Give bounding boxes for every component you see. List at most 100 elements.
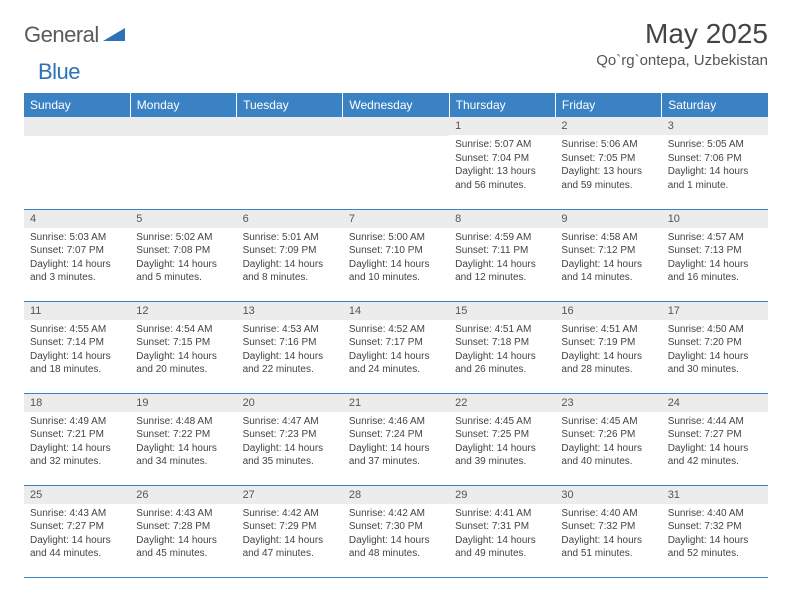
day-number: 8: [449, 210, 555, 228]
logo-text-blue: Blue: [38, 59, 80, 84]
sunrise-text: Sunrise: 4:49 AM: [30, 415, 124, 429]
sunset-text: Sunset: 7:21 PM: [30, 428, 124, 442]
day-number: 27: [237, 486, 343, 504]
sunrise-text: Sunrise: 4:42 AM: [243, 507, 337, 521]
calendar-cell: 28Sunrise: 4:42 AMSunset: 7:30 PMDayligh…: [343, 485, 449, 577]
sunset-text: Sunset: 7:04 PM: [455, 152, 549, 166]
calendar-cell: 18Sunrise: 4:49 AMSunset: 7:21 PMDayligh…: [24, 393, 130, 485]
day-number: 10: [662, 210, 768, 228]
sunset-text: Sunset: 7:19 PM: [561, 336, 655, 350]
daylight-text: Daylight: 14 hours and 39 minutes.: [455, 442, 549, 469]
day-details: Sunrise: 4:58 AMSunset: 7:12 PMDaylight:…: [555, 228, 661, 289]
weekday-header: Wednesday: [343, 93, 449, 117]
calendar-cell: 12Sunrise: 4:54 AMSunset: 7:15 PMDayligh…: [130, 301, 236, 393]
weekday-header: Friday: [555, 93, 661, 117]
calendar-cell: 14Sunrise: 4:52 AMSunset: 7:17 PMDayligh…: [343, 301, 449, 393]
sunset-text: Sunset: 7:12 PM: [561, 244, 655, 258]
day-details: Sunrise: 4:51 AMSunset: 7:19 PMDaylight:…: [555, 320, 661, 381]
sunset-text: Sunset: 7:11 PM: [455, 244, 549, 258]
calendar-cell: 23Sunrise: 4:45 AMSunset: 7:26 PMDayligh…: [555, 393, 661, 485]
sunset-text: Sunset: 7:05 PM: [561, 152, 655, 166]
calendar-body: 1 Sunrise: 5:07 AMSunset: 7:04 PM Daylight…: [24, 117, 768, 577]
daylight-text: Daylight: 14 hours and 34 minutes.: [136, 442, 230, 469]
calendar-cell: 9Sunrise: 4:58 AMSunset: 7:12 PMDaylight…: [555, 209, 661, 301]
day-number: 1: [449, 117, 555, 135]
sunset-text: Sunset: 7:26 PM: [561, 428, 655, 442]
day-number: 19: [130, 394, 236, 412]
calendar-cell: 31Sunrise: 4:40 AMSunset: 7:32 PMDayligh…: [662, 485, 768, 577]
day-number: 7: [343, 210, 449, 228]
daylight-text: Daylight: 14 hours and 35 minutes.: [243, 442, 337, 469]
sunset-text: Sunset: 7:10 PM: [349, 244, 443, 258]
sunset-text: Sunset: 7:20 PM: [668, 336, 762, 350]
day-number: 4: [24, 210, 130, 228]
sunset-text: Sunset: 7:32 PM: [668, 520, 762, 534]
daylight-text: Daylight: 14 hours and 14 minutes.: [561, 258, 655, 285]
day-number: 31: [662, 486, 768, 504]
calendar-cell: 20Sunrise: 4:47 AMSunset: 7:23 PMDayligh…: [237, 393, 343, 485]
sunrise-text: Sunrise: 4:51 AM: [561, 323, 655, 337]
calendar-cell: 8Sunrise: 4:59 AMSunset: 7:11 PMDaylight…: [449, 209, 555, 301]
calendar-cell: 1Sunrise: 5:07 AMSunset: 7:04 PMDaylight…: [449, 117, 555, 209]
day-number: 9: [555, 210, 661, 228]
day-number: 22: [449, 394, 555, 412]
day-number: 23: [555, 394, 661, 412]
calendar-row: 11Sunrise: 4:55 AMSunset: 7:14 PMDayligh…: [24, 301, 768, 393]
day-details: Sunrise: 4:42 AMSunset: 7:30 PMDaylight:…: [343, 504, 449, 565]
day-details: Sunrise: 5:01 AMSunset: 7:09 PMDaylight:…: [237, 228, 343, 289]
sunset-text: Sunset: 7:15 PM: [136, 336, 230, 350]
sunset-text: Sunset: 7:22 PM: [136, 428, 230, 442]
sunrise-text: Sunrise: 5:07 AM: [455, 138, 549, 152]
day-details: Sunrise: 4:47 AMSunset: 7:23 PMDaylight:…: [237, 412, 343, 473]
day-details: Sunrise: 4:43 AMSunset: 7:28 PMDaylight:…: [130, 504, 236, 565]
empty-day: [130, 117, 236, 136]
sunset-text: Sunset: 7:30 PM: [349, 520, 443, 534]
sunrise-text: Sunrise: 4:48 AM: [136, 415, 230, 429]
weekday-header-row: SundayMondayTuesdayWednesdayThursdayFrid…: [24, 93, 768, 117]
daylight-text: Daylight: 14 hours and 42 minutes.: [668, 442, 762, 469]
sunrise-text: Sunrise: 4:41 AM: [455, 507, 549, 521]
sunrise-text: Sunrise: 4:51 AM: [455, 323, 549, 337]
day-details: Sunrise: 4:45 AMSunset: 7:25 PMDaylight:…: [449, 412, 555, 473]
day-details: Sunrise: 4:50 AMSunset: 7:20 PMDaylight:…: [662, 320, 768, 381]
sunset-text: Sunset: 7:25 PM: [455, 428, 549, 442]
sunrise-text: Sunrise: 4:42 AM: [349, 507, 443, 521]
sunset-text: Sunset: 7:31 PM: [455, 520, 549, 534]
day-details: Sunrise: 4:43 AMSunset: 7:27 PMDaylight:…: [24, 504, 130, 565]
sunset-text: Sunset: 7:32 PM: [561, 520, 655, 534]
day-details: Sunrise: 4:53 AMSunset: 7:16 PMDaylight:…: [237, 320, 343, 381]
calendar-cell: [130, 117, 236, 209]
day-details: Sunrise: 4:41 AMSunset: 7:31 PMDaylight:…: [449, 504, 555, 565]
day-details: Sunrise: 5:00 AMSunset: 7:10 PMDaylight:…: [343, 228, 449, 289]
calendar-row: 25Sunrise: 4:43 AMSunset: 7:27 PMDayligh…: [24, 485, 768, 577]
daylight-text: Daylight: 14 hours and 26 minutes.: [455, 350, 549, 377]
sunset-text: Sunset: 7:08 PM: [136, 244, 230, 258]
sunrise-text: Sunrise: 4:40 AM: [561, 507, 655, 521]
day-number: 30: [555, 486, 661, 504]
calendar-cell: 11Sunrise: 4:55 AMSunset: 7:14 PMDayligh…: [24, 301, 130, 393]
sunset-text: Sunset: 7:24 PM: [349, 428, 443, 442]
sunrise-text: Sunrise: 5:06 AM: [561, 138, 655, 152]
day-details: Sunrise: 5:06 AMSunset: 7:05 PMDaylight:…: [555, 135, 661, 196]
calendar-row: 4Sunrise: 5:03 AMSunset: 7:07 PMDaylight…: [24, 209, 768, 301]
sunrise-text: Sunrise: 5:00 AM: [349, 231, 443, 245]
daylight-text: Daylight: 14 hours and 3 minutes.: [30, 258, 124, 285]
daylight-text: Daylight: 14 hours and 45 minutes.: [136, 534, 230, 561]
daylight-text: Daylight: 14 hours and 5 minutes.: [136, 258, 230, 285]
sunrise-text: Sunrise: 5:01 AM: [243, 231, 337, 245]
calendar-table: SundayMondayTuesdayWednesdayThursdayFrid…: [24, 93, 768, 578]
calendar-row: 18Sunrise: 4:49 AMSunset: 7:21 PMDayligh…: [24, 393, 768, 485]
calendar-cell: 29Sunrise: 4:41 AMSunset: 7:31 PMDayligh…: [449, 485, 555, 577]
sunset-text: Sunset: 7:27 PM: [30, 520, 124, 534]
day-number: 3: [662, 117, 768, 135]
calendar-cell: [24, 117, 130, 209]
sunset-text: Sunset: 7:18 PM: [455, 336, 549, 350]
sunset-text: Sunset: 7:09 PM: [243, 244, 337, 258]
sunrise-text: Sunrise: 4:43 AM: [30, 507, 124, 521]
sunset-text: Sunset: 7:07 PM: [30, 244, 124, 258]
day-number: 20: [237, 394, 343, 412]
sunrise-text: Sunrise: 5:05 AM: [668, 138, 762, 152]
sunrise-text: Sunrise: 5:02 AM: [136, 231, 230, 245]
day-number: 26: [130, 486, 236, 504]
day-number: 16: [555, 302, 661, 320]
